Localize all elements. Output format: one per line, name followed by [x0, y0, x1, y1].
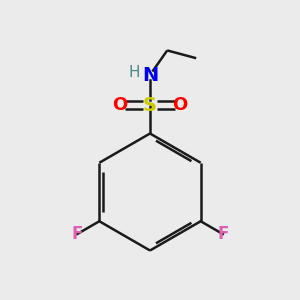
Text: O: O — [172, 96, 188, 114]
Text: F: F — [217, 225, 228, 243]
Text: F: F — [72, 225, 83, 243]
Text: H: H — [129, 64, 140, 80]
Text: N: N — [142, 65, 158, 85]
Text: S: S — [143, 95, 157, 115]
Text: O: O — [112, 96, 128, 114]
